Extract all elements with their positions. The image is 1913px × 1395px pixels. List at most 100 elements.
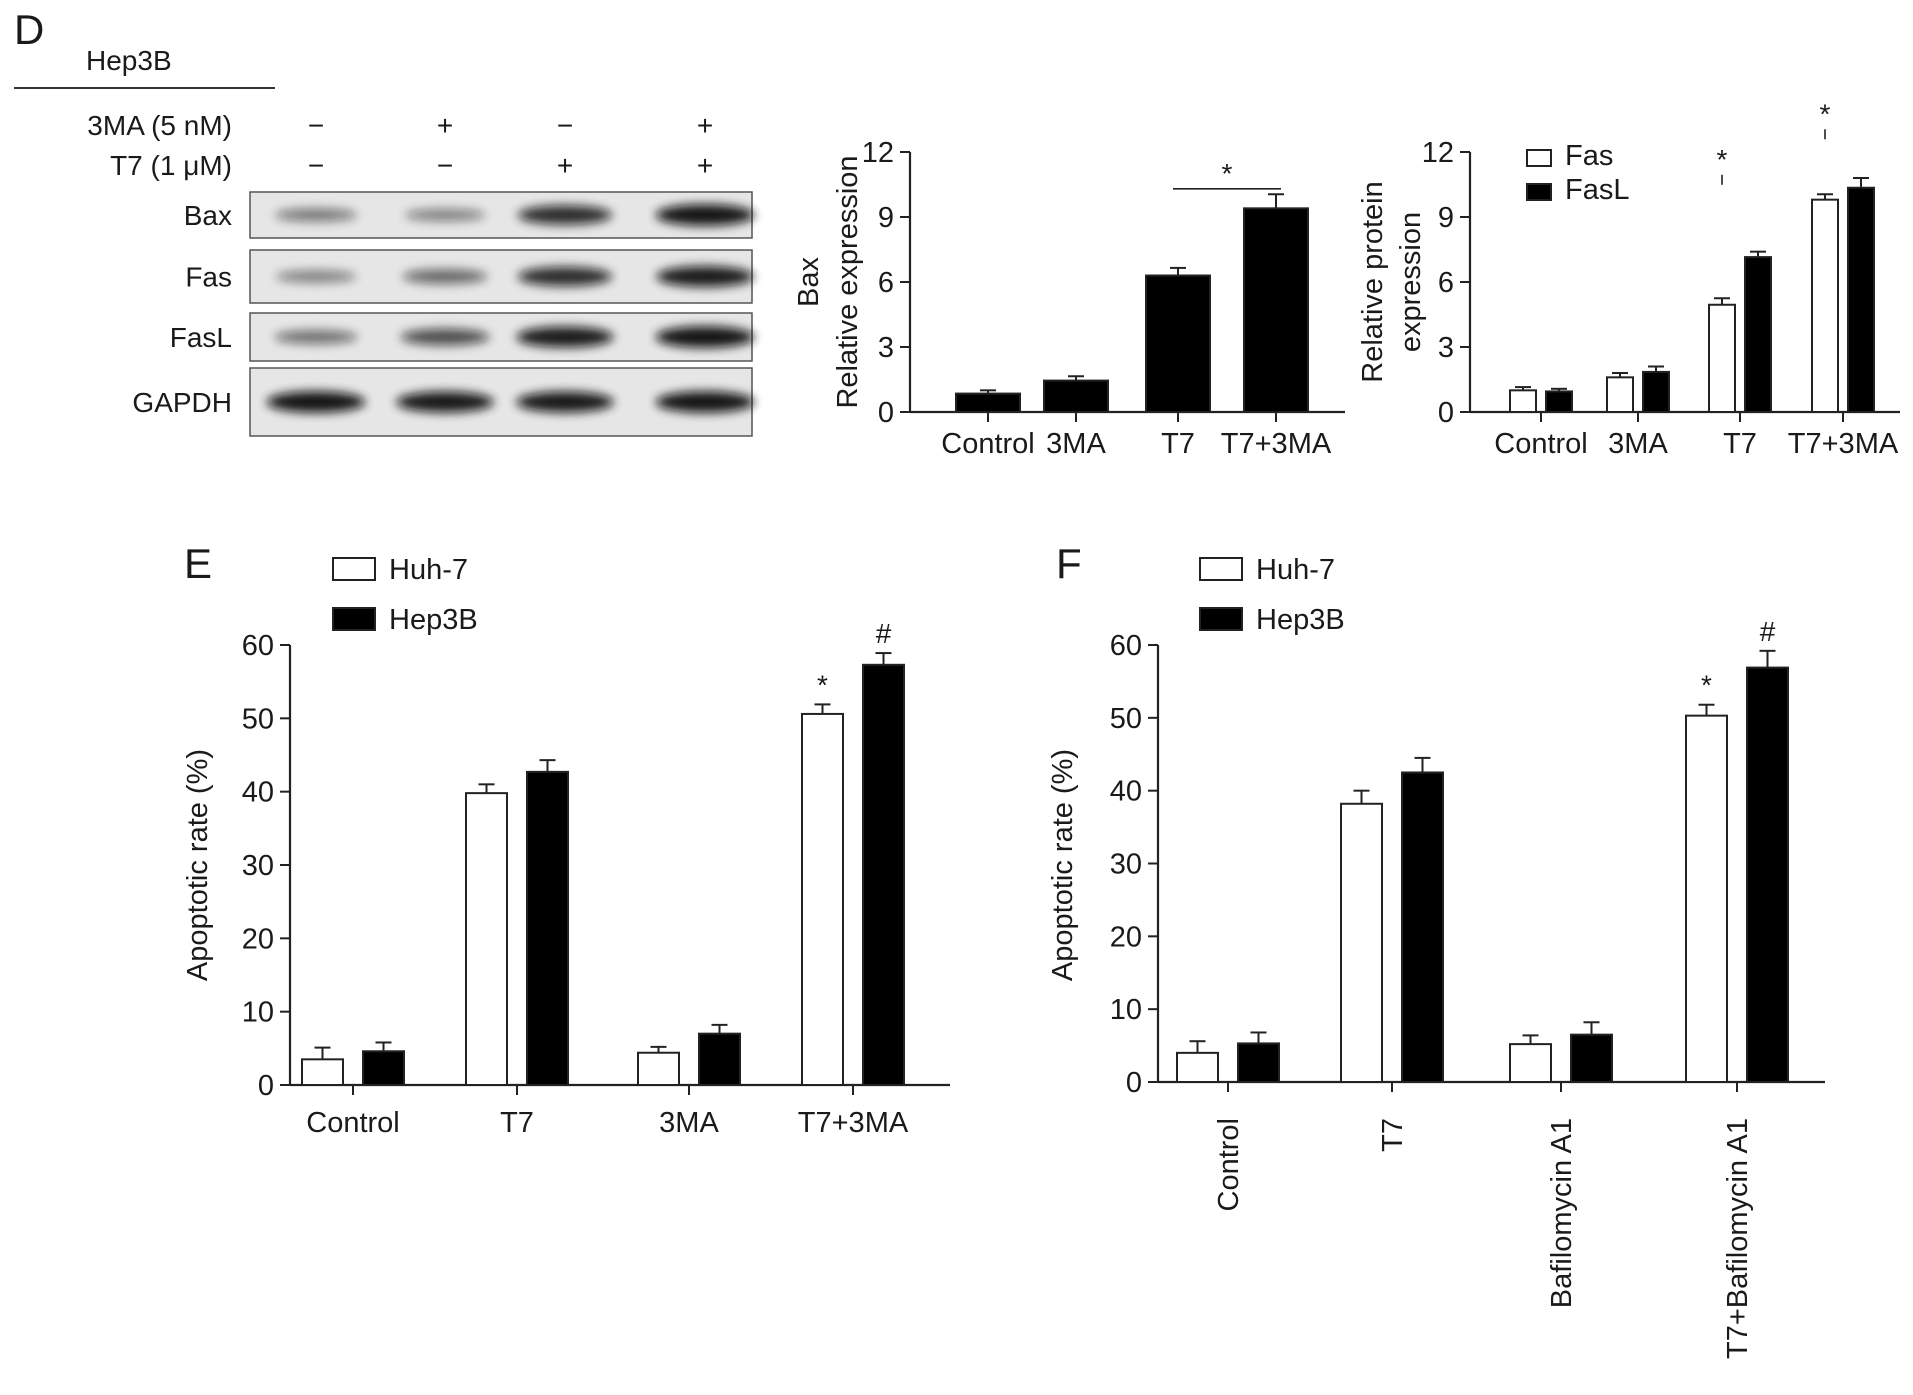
- y-tick-label: 0: [878, 397, 894, 429]
- y-tick-label: 60: [1110, 630, 1142, 662]
- bar: [1043, 379, 1109, 414]
- blot-band: [400, 328, 490, 346]
- legend-label: Hep3B: [389, 604, 478, 636]
- blot-label: GAPDH: [132, 387, 232, 418]
- y-tick-label: 0: [1126, 1067, 1142, 1099]
- chart-fas-fasl-relative-protein: 0 3 6 9 12 Relative protein expression Control 3…: [1357, 98, 1900, 460]
- blot-band: [404, 208, 486, 222]
- bar: [1509, 1043, 1552, 1084]
- y-tick-label: 20: [242, 923, 274, 955]
- legend-swatch: [1199, 607, 1243, 631]
- bar: [362, 1050, 405, 1087]
- significance-mark: *: [1717, 144, 1728, 175]
- bar: [1243, 207, 1309, 413]
- bar: [1847, 186, 1875, 413]
- significance-mark: #: [1760, 616, 1776, 647]
- panel-label-e: E: [184, 540, 212, 587]
- legend-swatch: [1199, 557, 1243, 581]
- x-tick-label: 3MA: [659, 1107, 719, 1139]
- condition-label: T7 (1 μM): [110, 150, 232, 181]
- bar: [637, 1051, 680, 1086]
- significance-mark: *: [1222, 158, 1233, 189]
- significance-mark: *: [1701, 670, 1712, 701]
- x-tick-label: Control: [1213, 1118, 1245, 1212]
- y-tick-label: 20: [1110, 921, 1142, 953]
- y-tick-label: 9: [878, 202, 894, 234]
- bar: [698, 1032, 741, 1086]
- bar: [526, 770, 569, 1086]
- y-tick-label: 60: [242, 630, 274, 662]
- bar: [1340, 802, 1383, 1083]
- y-tick-label: 12: [1422, 137, 1454, 169]
- x-tick-label: T7: [1377, 1118, 1409, 1152]
- condition-mark: +: [697, 110, 713, 141]
- blot-label: Fas: [185, 262, 232, 293]
- bar: [1746, 666, 1789, 1083]
- condition-mark: +: [697, 150, 713, 181]
- condition-mark: −: [308, 150, 324, 181]
- blot-band: [274, 330, 358, 344]
- blot-band: [655, 204, 755, 226]
- condition-mark: −: [308, 110, 324, 141]
- condition-mark: −: [437, 150, 453, 181]
- x-tick-label: Control: [306, 1107, 400, 1139]
- blot-band: [275, 270, 357, 283]
- bar: [1176, 1051, 1219, 1084]
- bar: [301, 1058, 344, 1087]
- legend-swatch: [1526, 149, 1552, 167]
- blot-band: [266, 391, 366, 413]
- legend-swatch: [332, 607, 376, 631]
- panel-label-d: D: [14, 6, 44, 53]
- y-axis-title: Bax: [793, 257, 825, 307]
- bar: [1570, 1033, 1613, 1083]
- blot-band: [517, 266, 613, 287]
- blot-band: [655, 391, 755, 413]
- x-tick-label: 3MA: [1046, 428, 1106, 460]
- y-tick-label: 6: [1438, 267, 1454, 299]
- bar: [801, 712, 844, 1087]
- y-tick-label: 3: [878, 332, 894, 364]
- legend-label: FasL: [1565, 174, 1629, 206]
- bar: [1145, 274, 1211, 413]
- blot-band: [655, 326, 755, 348]
- western-blot-panel: Hep3B 3MA (5 nM) − + − + T7 (1 μM) − − + + Bax Fas…: [14, 45, 755, 437]
- bar: [1545, 390, 1573, 413]
- blot-band: [656, 266, 754, 287]
- bar: [1744, 256, 1772, 414]
- bar: [1642, 370, 1670, 413]
- y-axis-title: Apoptotic rate (%): [182, 749, 214, 981]
- chart-apoptotic-rate-3ma: 0 10 20 30 40 50 60 Apoptotic rate (%) Control T7…: [182, 554, 950, 1139]
- legend-label: Huh-7: [1256, 554, 1335, 586]
- y-tick-label: 6: [878, 267, 894, 299]
- bar: [862, 663, 905, 1086]
- bar: [1685, 714, 1728, 1083]
- x-tick-label: T7+Bafilomycin A1: [1722, 1118, 1754, 1359]
- condition-label: 3MA (5 nM): [87, 110, 232, 141]
- panel-label-f: F: [1056, 540, 1082, 587]
- blot-band: [396, 391, 494, 413]
- x-tick-label: Bafilomycin A1: [1546, 1118, 1578, 1308]
- y-tick-label: 3: [1438, 332, 1454, 364]
- condition-mark: +: [557, 150, 573, 181]
- y-tick-label: 50: [242, 703, 274, 735]
- condition-mark: −: [557, 110, 573, 141]
- significance-mark: *: [817, 669, 828, 700]
- chart-bax-relative-expression: 0 3 6 9 12 Bax Relative expression Control 3MA T7…: [793, 137, 1345, 460]
- legend-swatch: [332, 557, 376, 581]
- x-tick-label: T7: [1161, 428, 1195, 460]
- significance-mark: *: [1820, 98, 1831, 129]
- bar: [1401, 771, 1444, 1083]
- x-tick-label: T7: [500, 1107, 534, 1139]
- blot-strips: Bax Fas FasL GAPDH: [132, 191, 755, 437]
- blot-band: [516, 391, 614, 413]
- condition-mark: +: [437, 110, 453, 141]
- y-axis-title: expression: [1395, 212, 1427, 352]
- y-tick-label: 40: [1110, 776, 1142, 808]
- legend-swatch: [1526, 183, 1552, 201]
- y-axis-title: Relative protein: [1357, 181, 1389, 383]
- y-tick-label: 9: [1438, 202, 1454, 234]
- legend-label: Fas: [1565, 140, 1613, 172]
- x-tick-label: T7+3MA: [798, 1107, 909, 1139]
- bar: [1708, 303, 1736, 413]
